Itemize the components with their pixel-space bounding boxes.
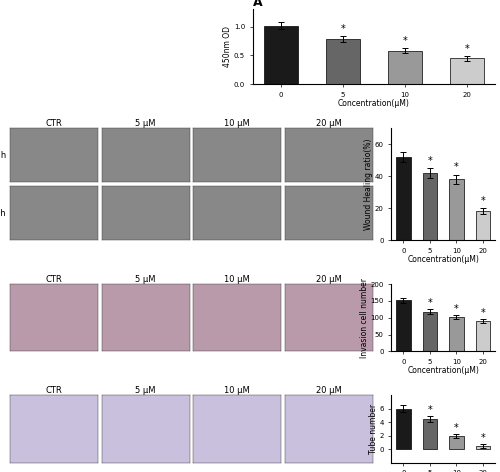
Text: *: *: [454, 162, 459, 172]
Title: 20 μM: 20 μM: [316, 119, 342, 128]
Text: *: *: [464, 43, 469, 54]
Text: *: *: [340, 24, 345, 34]
X-axis label: Concentration(μM): Concentration(μM): [407, 255, 479, 264]
Title: 20 μM: 20 μM: [316, 275, 342, 284]
Title: 20 μM: 20 μM: [316, 387, 342, 396]
Bar: [264, 25, 298, 84]
Text: *: *: [428, 156, 432, 166]
Bar: [449, 436, 464, 449]
Bar: [422, 312, 437, 351]
Title: CTR: CTR: [46, 119, 62, 128]
Bar: [476, 321, 490, 351]
Text: A: A: [252, 0, 262, 9]
Bar: [449, 179, 464, 240]
Y-axis label: 0 h: 0 h: [0, 151, 6, 160]
Bar: [450, 58, 484, 84]
X-axis label: Concentration(μM): Concentration(μM): [407, 366, 479, 375]
Bar: [422, 173, 437, 240]
Title: 5 μM: 5 μM: [136, 275, 156, 284]
Title: CTR: CTR: [46, 387, 62, 396]
Text: *: *: [480, 196, 486, 206]
Title: 5 μM: 5 μM: [136, 119, 156, 128]
X-axis label: Concentration(μM): Concentration(μM): [338, 99, 410, 108]
Title: 5 μM: 5 μM: [136, 387, 156, 396]
Bar: [422, 419, 437, 449]
Text: *: *: [428, 298, 432, 308]
Bar: [476, 446, 490, 449]
Title: 10 μM: 10 μM: [224, 387, 250, 396]
Bar: [476, 211, 490, 240]
Title: 10 μM: 10 μM: [224, 275, 250, 284]
Text: *: *: [428, 405, 432, 415]
Y-axis label: Invasion cell number: Invasion cell number: [360, 278, 369, 358]
Bar: [396, 409, 410, 449]
Text: *: *: [402, 36, 407, 46]
Text: *: *: [454, 423, 459, 433]
Y-axis label: 450nm OD: 450nm OD: [224, 26, 232, 67]
Bar: [449, 317, 464, 351]
Bar: [388, 51, 422, 84]
Y-axis label: Wound Healing ratio(%): Wound Healing ratio(%): [364, 138, 374, 230]
Title: CTR: CTR: [46, 275, 62, 284]
Bar: [396, 157, 410, 240]
Y-axis label: Tube number: Tube number: [369, 404, 378, 454]
Text: *: *: [454, 303, 459, 314]
Bar: [326, 39, 360, 84]
Text: *: *: [480, 308, 486, 319]
Title: 10 μM: 10 μM: [224, 119, 250, 128]
Bar: [396, 300, 410, 351]
Y-axis label: 48 h: 48 h: [0, 209, 6, 218]
Text: *: *: [480, 433, 486, 443]
